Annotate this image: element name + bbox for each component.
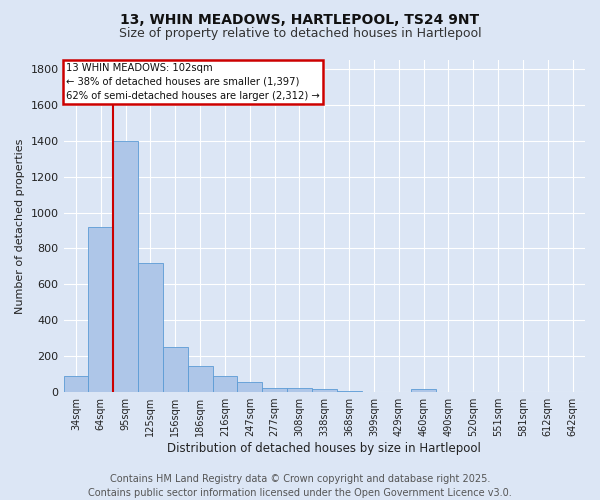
Text: 13 WHIN MEADOWS: 102sqm
← 38% of detached houses are smaller (1,397)
62% of semi: 13 WHIN MEADOWS: 102sqm ← 38% of detache…: [66, 62, 320, 100]
Bar: [88, 227, 113, 392]
X-axis label: Distribution of detached houses by size in Hartlepool: Distribution of detached houses by size …: [167, 442, 481, 455]
Bar: [113, 141, 138, 392]
Bar: [138, 263, 163, 392]
Text: Size of property relative to detached houses in Hartlepool: Size of property relative to detached ho…: [119, 28, 481, 40]
Bar: [411, 390, 436, 392]
Text: 13, WHIN MEADOWS, HARTLEPOOL, TS24 9NT: 13, WHIN MEADOWS, HARTLEPOOL, TS24 9NT: [121, 12, 479, 26]
Bar: [163, 347, 188, 392]
Bar: [212, 376, 238, 392]
Bar: [337, 391, 362, 392]
Bar: [312, 390, 337, 392]
Y-axis label: Number of detached properties: Number of detached properties: [15, 138, 25, 314]
Bar: [188, 366, 212, 392]
Bar: [64, 376, 88, 392]
Bar: [287, 388, 312, 392]
Text: Contains HM Land Registry data © Crown copyright and database right 2025.
Contai: Contains HM Land Registry data © Crown c…: [88, 474, 512, 498]
Bar: [262, 388, 287, 392]
Bar: [238, 382, 262, 392]
